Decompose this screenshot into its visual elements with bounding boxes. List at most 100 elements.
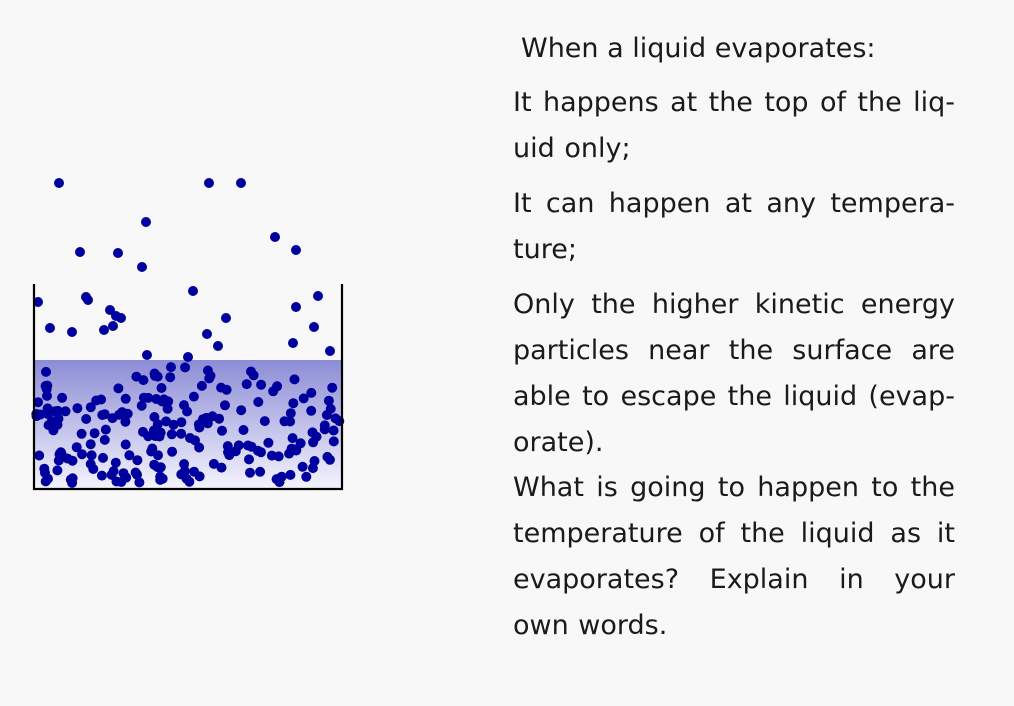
particle [85, 402, 96, 413]
particle [313, 291, 323, 301]
particle [77, 449, 87, 460]
container [32, 284, 344, 491]
particle [85, 459, 96, 469]
particle [54, 178, 64, 188]
particle [202, 329, 212, 339]
particle [155, 474, 166, 485]
particle [263, 437, 274, 448]
particle [291, 245, 301, 255]
particle [60, 406, 71, 417]
particle [179, 400, 189, 411]
particle [85, 439, 96, 450]
particle [288, 398, 299, 409]
particle [117, 407, 128, 418]
particle [176, 417, 187, 428]
point-top-only: It happens at the top of the liq­uid onl… [513, 87, 955, 164]
particle [208, 458, 219, 469]
particle [295, 438, 306, 449]
particle [150, 431, 161, 442]
particle [319, 420, 330, 431]
particle [291, 302, 301, 312]
particle [306, 405, 317, 416]
particle [107, 413, 118, 424]
particle [183, 352, 193, 362]
particle [268, 386, 279, 397]
particle [220, 400, 230, 411]
particle [221, 384, 232, 395]
particle [167, 446, 178, 457]
particle [40, 381, 51, 391]
particle [328, 425, 339, 436]
particle [76, 428, 87, 439]
particle [81, 414, 92, 424]
particle [71, 442, 82, 453]
particle [238, 425, 249, 435]
particle [188, 391, 199, 402]
particle [165, 372, 176, 383]
particle [52, 465, 63, 476]
particle [194, 422, 205, 433]
particle [307, 427, 318, 438]
particle [116, 313, 126, 323]
particle [213, 341, 223, 351]
particle [323, 395, 334, 406]
particle [285, 469, 296, 480]
particle [243, 440, 253, 451]
particle [91, 395, 102, 406]
particle [166, 362, 176, 373]
particle [33, 397, 44, 408]
particle [233, 440, 244, 451]
particle [166, 429, 177, 440]
particle [324, 454, 335, 465]
particle [189, 466, 200, 477]
particle [298, 393, 309, 404]
particle [309, 456, 320, 466]
particle [216, 462, 227, 473]
particle [241, 379, 252, 390]
particle [99, 434, 110, 445]
particle [287, 433, 298, 444]
particle [190, 435, 200, 446]
particle [108, 321, 118, 331]
particle [162, 403, 173, 414]
particle [328, 436, 339, 447]
particle [137, 262, 147, 272]
particle [285, 408, 296, 419]
particle [72, 403, 83, 414]
particle [236, 405, 247, 416]
point-high-energy-particles: Only the higher kinetic energy particles… [513, 289, 955, 458]
particle [113, 383, 124, 394]
particle [327, 382, 338, 393]
particle [330, 413, 341, 424]
particle [279, 416, 290, 427]
particle [39, 463, 50, 474]
particle [66, 474, 77, 485]
particle [142, 350, 152, 360]
particle [55, 447, 66, 458]
particle [245, 467, 255, 478]
particle [136, 400, 147, 411]
particle [98, 452, 108, 463]
particle [259, 416, 270, 427]
particle [202, 365, 213, 376]
particle [188, 286, 198, 296]
particle [113, 248, 123, 258]
particle [325, 403, 336, 414]
particle [99, 409, 110, 420]
particle [131, 371, 142, 382]
particle [157, 396, 168, 407]
particle [110, 457, 121, 468]
particle [288, 338, 298, 348]
particle [45, 323, 55, 333]
particle [221, 313, 231, 323]
particle [236, 178, 246, 188]
particle [291, 445, 302, 456]
particle [138, 426, 148, 437]
particle [301, 471, 312, 482]
particle [99, 325, 109, 335]
particle [156, 383, 167, 393]
particle [271, 474, 282, 485]
particle [176, 428, 187, 439]
particle [83, 295, 93, 305]
